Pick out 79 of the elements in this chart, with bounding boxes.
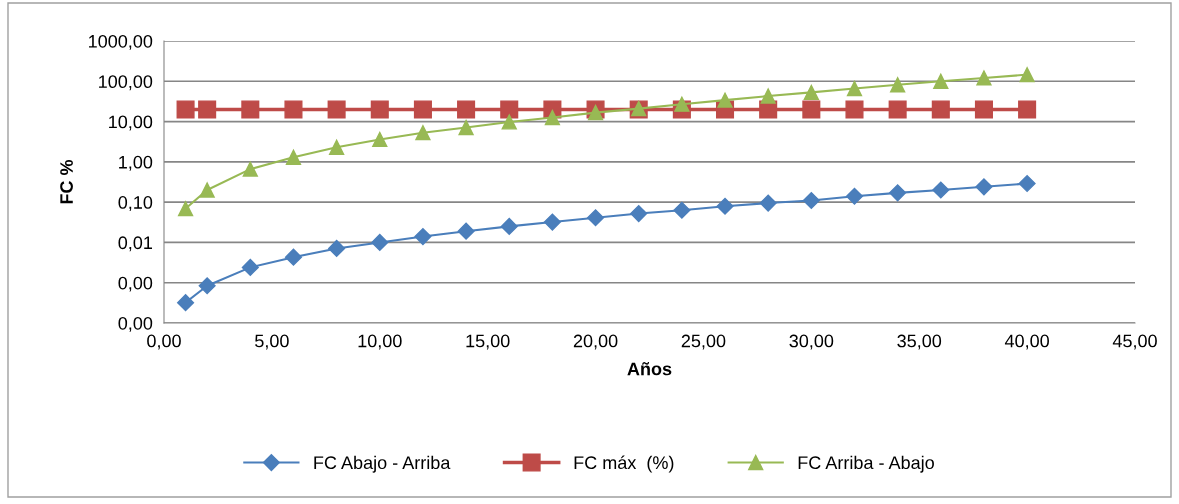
point	[500, 217, 518, 235]
point	[198, 277, 216, 295]
point	[975, 178, 993, 196]
point	[284, 100, 303, 119]
point	[177, 294, 195, 312]
point	[372, 131, 388, 148]
x-tick-label: 0,00	[147, 334, 181, 350]
point	[413, 100, 432, 119]
y-tick-label: 1000,00	[89, 34, 153, 50]
legend-label: FC Arriba - Abajo	[798, 455, 934, 473]
x-axis-title: Años	[627, 362, 672, 376]
point	[198, 100, 217, 119]
point	[285, 149, 302, 165]
y-tick-label: 0,00	[118, 316, 153, 332]
point	[888, 100, 907, 119]
point	[759, 194, 777, 212]
point	[716, 197, 734, 215]
point	[802, 100, 821, 119]
point	[1019, 67, 1035, 83]
point	[1018, 100, 1037, 119]
point	[933, 73, 949, 89]
point	[457, 222, 475, 240]
point	[501, 114, 517, 130]
y-tick-label: 0,01	[118, 236, 153, 252]
point	[932, 181, 950, 199]
x-tick-label: 35,00	[897, 334, 942, 350]
y-axis-title: FC %	[60, 159, 73, 204]
point	[543, 213, 561, 231]
x-tick-label: 20,00	[573, 334, 618, 350]
point	[241, 100, 260, 119]
point	[802, 191, 820, 210]
point	[176, 100, 195, 119]
y-tick-label: 0,10	[118, 196, 153, 211]
x-tick-label: 15,00	[466, 334, 510, 350]
x-tick-label: 40,00	[1004, 334, 1049, 350]
point	[846, 80, 863, 97]
point	[845, 100, 864, 119]
point	[328, 139, 345, 155]
point	[327, 100, 346, 119]
point	[177, 200, 194, 217]
point	[415, 125, 431, 141]
point	[284, 248, 303, 266]
point	[717, 92, 733, 108]
x-tick-label: 10,00	[358, 334, 402, 350]
y-tick-label: 10,00	[109, 115, 153, 131]
point	[370, 100, 389, 119]
y-tick-label: 1,00	[119, 155, 153, 171]
point	[241, 258, 259, 276]
point	[544, 109, 561, 126]
point	[674, 96, 690, 112]
point	[328, 239, 346, 257]
point	[242, 161, 258, 177]
x-tick-label: 5,00	[255, 334, 289, 350]
point	[587, 104, 604, 121]
point	[974, 100, 993, 119]
point	[587, 209, 605, 227]
point	[889, 184, 907, 202]
point	[630, 205, 648, 223]
point	[760, 88, 776, 104]
point	[199, 182, 215, 198]
x-tick-label: 45,00	[1112, 334, 1157, 350]
point	[976, 70, 992, 86]
y-tick-label: 100,00	[99, 75, 153, 91]
point	[371, 233, 389, 251]
point	[673, 201, 691, 219]
point	[500, 100, 519, 119]
legend-label: FC Abajo - Arriba	[314, 455, 451, 473]
point	[414, 227, 432, 246]
x-tick-label: 25,00	[681, 334, 726, 350]
point	[1018, 174, 1036, 193]
point	[845, 187, 864, 205]
point	[457, 100, 476, 119]
point	[458, 119, 474, 136]
point	[803, 84, 819, 101]
point	[931, 100, 950, 119]
x-tick-label: 30,00	[789, 334, 834, 350]
y-tick-label: 0,00	[118, 276, 153, 292]
legend-label: FC máx (%)	[574, 455, 674, 473]
point	[890, 77, 906, 93]
